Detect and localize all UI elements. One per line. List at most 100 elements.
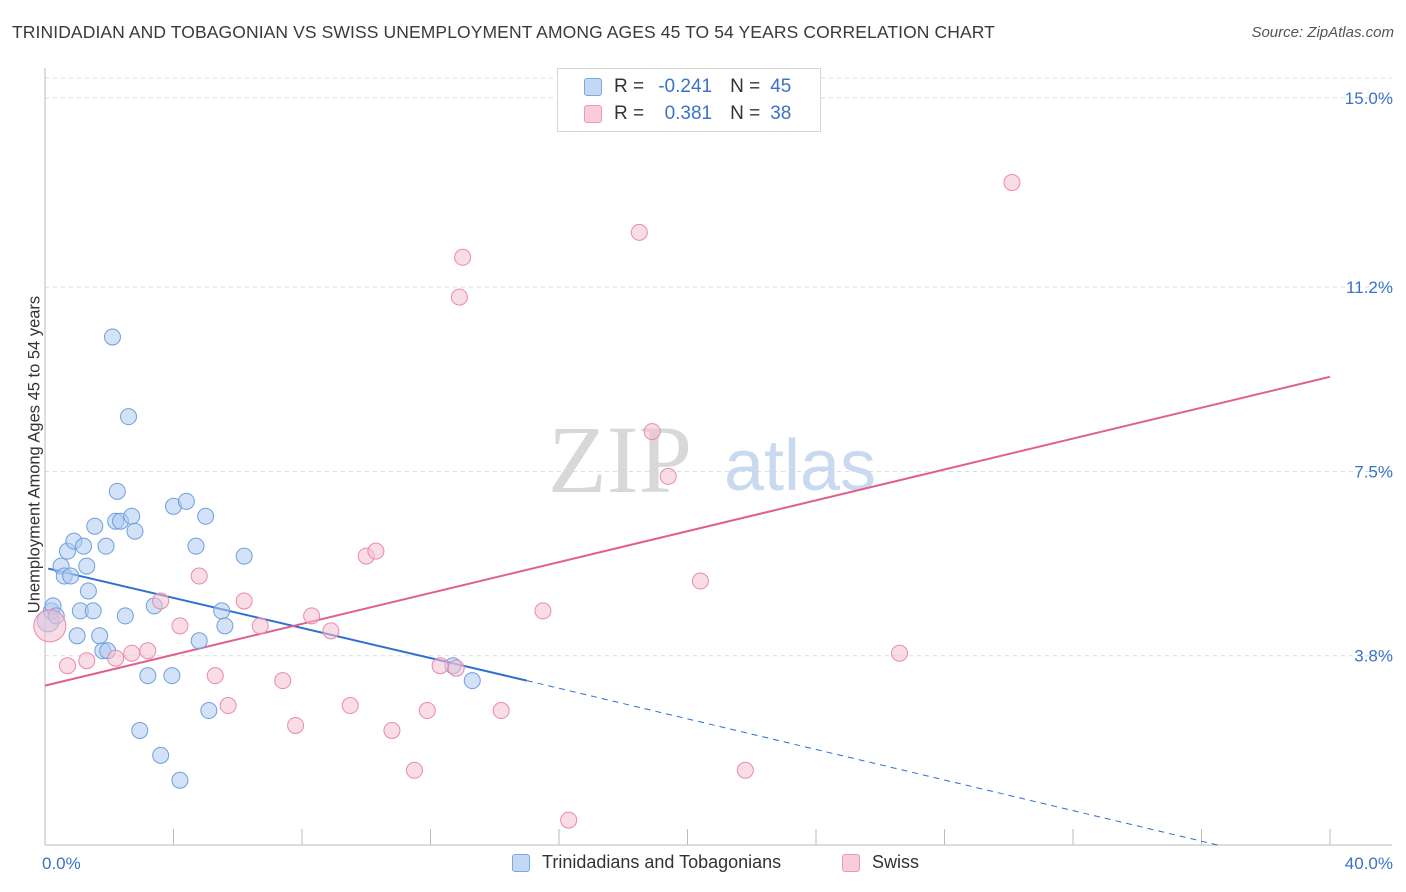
point-swiss	[206, 667, 224, 685]
point-swiss	[171, 617, 189, 635]
point-trinidadians	[200, 702, 218, 720]
point-swiss	[152, 592, 170, 610]
legend-swatch-blue	[512, 853, 530, 872]
axes-layer	[44, 68, 1392, 846]
legend-swatch-pink	[842, 853, 860, 872]
point-trinidadians	[235, 547, 253, 565]
x-tick-label: 0.0%	[42, 854, 81, 873]
y-tick-label: 3.8%	[1354, 647, 1393, 666]
point-swiss	[139, 642, 157, 660]
point-swiss	[303, 607, 321, 625]
point-swiss	[891, 644, 909, 662]
point-swiss	[190, 567, 208, 585]
point-trinidadians	[62, 567, 80, 585]
chart-title: TRINIDADIAN AND TOBAGONIAN VS SWISS UNEM…	[12, 22, 995, 42]
point-swiss	[659, 467, 677, 485]
stats-swatch-blue	[584, 78, 602, 96]
point-swiss	[235, 592, 253, 610]
stats-n-value: 38	[770, 103, 792, 124]
point-swiss	[251, 617, 269, 635]
point-swiss	[418, 702, 436, 720]
point-trinidadians	[123, 507, 141, 525]
point-swiss	[58, 657, 76, 675]
grid-layer	[45, 77, 1392, 657]
y-tick-label: 11.2%	[1346, 278, 1393, 297]
legend-item-trinidadians[interactable]: Trinidadians and Tobagonians	[512, 852, 781, 873]
point-swiss	[287, 716, 305, 734]
point-swiss	[274, 672, 292, 690]
point-swiss	[630, 223, 648, 241]
point-swiss	[341, 697, 359, 715]
point-swiss	[560, 811, 578, 829]
watermark-atlas: atlas	[724, 426, 876, 506]
point-trinidadians	[216, 617, 234, 635]
stats-row-blue: R = -0.241 N = 45	[558, 74, 791, 100]
point-swiss	[450, 288, 468, 306]
point-trinidadians	[84, 602, 102, 620]
point-swiss	[405, 761, 423, 779]
point-trinidadians	[91, 627, 109, 645]
stats-r-label: R =	[614, 76, 645, 97]
point-swiss	[33, 609, 67, 643]
point-trinidadians	[120, 408, 138, 426]
stats-n-label: N =	[730, 103, 761, 124]
point-trinidadians	[78, 557, 96, 575]
point-swiss	[78, 652, 96, 670]
stats-r-value: -0.241	[658, 76, 713, 97]
stats-n-value: 45	[770, 76, 792, 97]
point-trinidadians	[86, 517, 104, 535]
correlation-stats-box: R = -0.241 N = 45 R = 0.381 N = 38	[557, 68, 821, 132]
point-trinidadians	[108, 482, 126, 500]
point-swiss	[447, 659, 465, 677]
point-trinidadians	[79, 582, 97, 600]
point-trinidadians	[103, 328, 121, 346]
point-swiss	[691, 572, 709, 590]
stats-r-value: 0.381	[664, 103, 713, 124]
stats-r-label: R =	[614, 103, 645, 124]
point-swiss	[1003, 174, 1021, 192]
point-swiss	[492, 702, 510, 720]
point-swiss	[107, 649, 125, 667]
points-layer	[33, 174, 1021, 829]
watermark: ZIP atlas	[548, 406, 876, 513]
legend-label: Swiss	[872, 852, 920, 872]
legend-label: Trinidadians and Tobagonians	[542, 852, 782, 872]
watermark-zip: ZIP	[548, 406, 692, 513]
point-swiss	[123, 644, 141, 662]
point-trinidadians	[187, 537, 205, 555]
point-trinidadians	[75, 537, 93, 555]
tick-labels: 3.8% 7.5% 11.2% 15.0% 0.0% 40.0%	[42, 89, 1393, 873]
point-trinidadians	[116, 607, 134, 625]
point-trinidadians	[152, 746, 170, 764]
point-trinidadians	[177, 492, 195, 510]
x-tick-label: 40.0%	[1345, 854, 1393, 873]
point-swiss	[367, 542, 385, 560]
stats-swatch-pink	[584, 105, 602, 123]
point-trinidadians	[68, 627, 86, 645]
y-axis-title: Unemployment Among Ages 45 to 54 years	[25, 295, 44, 614]
point-swiss	[643, 423, 661, 441]
point-trinidadians	[163, 667, 181, 685]
legend: Trinidadians and Tobagonians Swiss	[0, 852, 1406, 878]
point-trinidadians	[213, 602, 231, 620]
y-tick-label: 15.0%	[1345, 89, 1393, 108]
source-label: Source: ZipAtlas.com	[1251, 24, 1394, 41]
point-swiss	[322, 622, 340, 640]
point-trinidadians	[190, 632, 208, 650]
legend-item-swiss[interactable]: Swiss	[842, 852, 919, 873]
point-swiss	[431, 657, 449, 675]
point-trinidadians	[126, 522, 144, 540]
point-trinidadians	[463, 672, 481, 690]
stats-row-pink: R = 0.381 N = 38	[558, 101, 791, 127]
point-trinidadians	[97, 537, 115, 555]
point-swiss	[736, 761, 754, 779]
point-trinidadians	[131, 721, 149, 739]
point-swiss	[534, 602, 552, 620]
point-trinidadians	[139, 667, 157, 685]
point-swiss	[219, 697, 237, 715]
point-swiss	[383, 721, 401, 739]
point-swiss	[454, 248, 472, 266]
y-tick-label: 7.5%	[1354, 462, 1393, 481]
point-trinidadians	[171, 771, 189, 789]
